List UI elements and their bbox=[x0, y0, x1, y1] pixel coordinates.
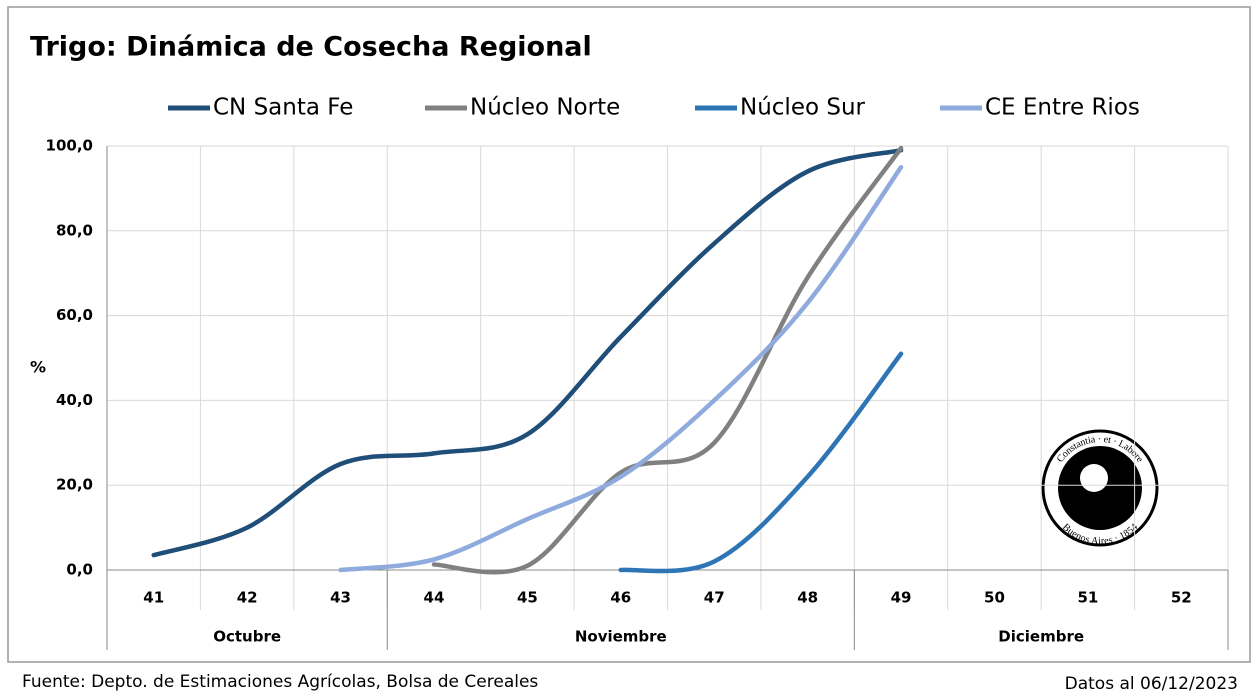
legend-label: Núcleo Sur bbox=[740, 95, 866, 121]
group-label: Noviembre bbox=[575, 628, 667, 646]
x-tick-label: 49 bbox=[891, 589, 912, 607]
y-tick-label: 20,0 bbox=[56, 476, 93, 494]
logo: Constantia · et · Labore Buenos Aires · … bbox=[1041, 429, 1159, 547]
x-tick-label: 42 bbox=[237, 589, 258, 607]
source-note: Fuente: Depto. de Estimaciones Agrícolas… bbox=[22, 672, 538, 692]
x-tick-label: 47 bbox=[704, 589, 725, 607]
y-tick-label: 40,0 bbox=[56, 391, 93, 409]
chart-title: Trigo: Dinámica de Cosecha Regional bbox=[30, 32, 592, 63]
x-tick-label: 50 bbox=[984, 589, 1005, 607]
series-line bbox=[338, 164, 904, 573]
series-line bbox=[431, 145, 904, 575]
x-tick-label: 44 bbox=[424, 589, 445, 607]
legend-label: Núcleo Norte bbox=[470, 95, 620, 121]
x-tick-label: 48 bbox=[797, 589, 818, 607]
y-tick-label: 80,0 bbox=[56, 221, 93, 239]
series-line bbox=[151, 147, 904, 558]
group-label: Octubre bbox=[213, 628, 281, 646]
x-tick-label: 52 bbox=[1171, 589, 1192, 607]
chart-border bbox=[7, 6, 1251, 663]
y-tick-label: 60,0 bbox=[56, 306, 93, 324]
y-tick-label: 0,0 bbox=[66, 561, 93, 579]
y-tick-label: 100,0 bbox=[46, 137, 93, 155]
group-label: Diciembre bbox=[998, 628, 1084, 646]
x-tick-label: 46 bbox=[610, 589, 631, 607]
x-tick-label: 45 bbox=[517, 589, 538, 607]
logo-figure bbox=[1080, 464, 1108, 492]
date-note: Datos al 06/12/2023 bbox=[1065, 674, 1238, 694]
series-line bbox=[618, 351, 904, 574]
x-tick-label: 51 bbox=[1077, 589, 1098, 607]
y-axis-label: % bbox=[30, 358, 46, 377]
x-tick-label: 43 bbox=[330, 589, 351, 607]
legend-label: CE Entre Rios bbox=[985, 95, 1140, 121]
legend-label: CN Santa Fe bbox=[213, 95, 353, 121]
x-tick-label: 41 bbox=[143, 589, 164, 607]
